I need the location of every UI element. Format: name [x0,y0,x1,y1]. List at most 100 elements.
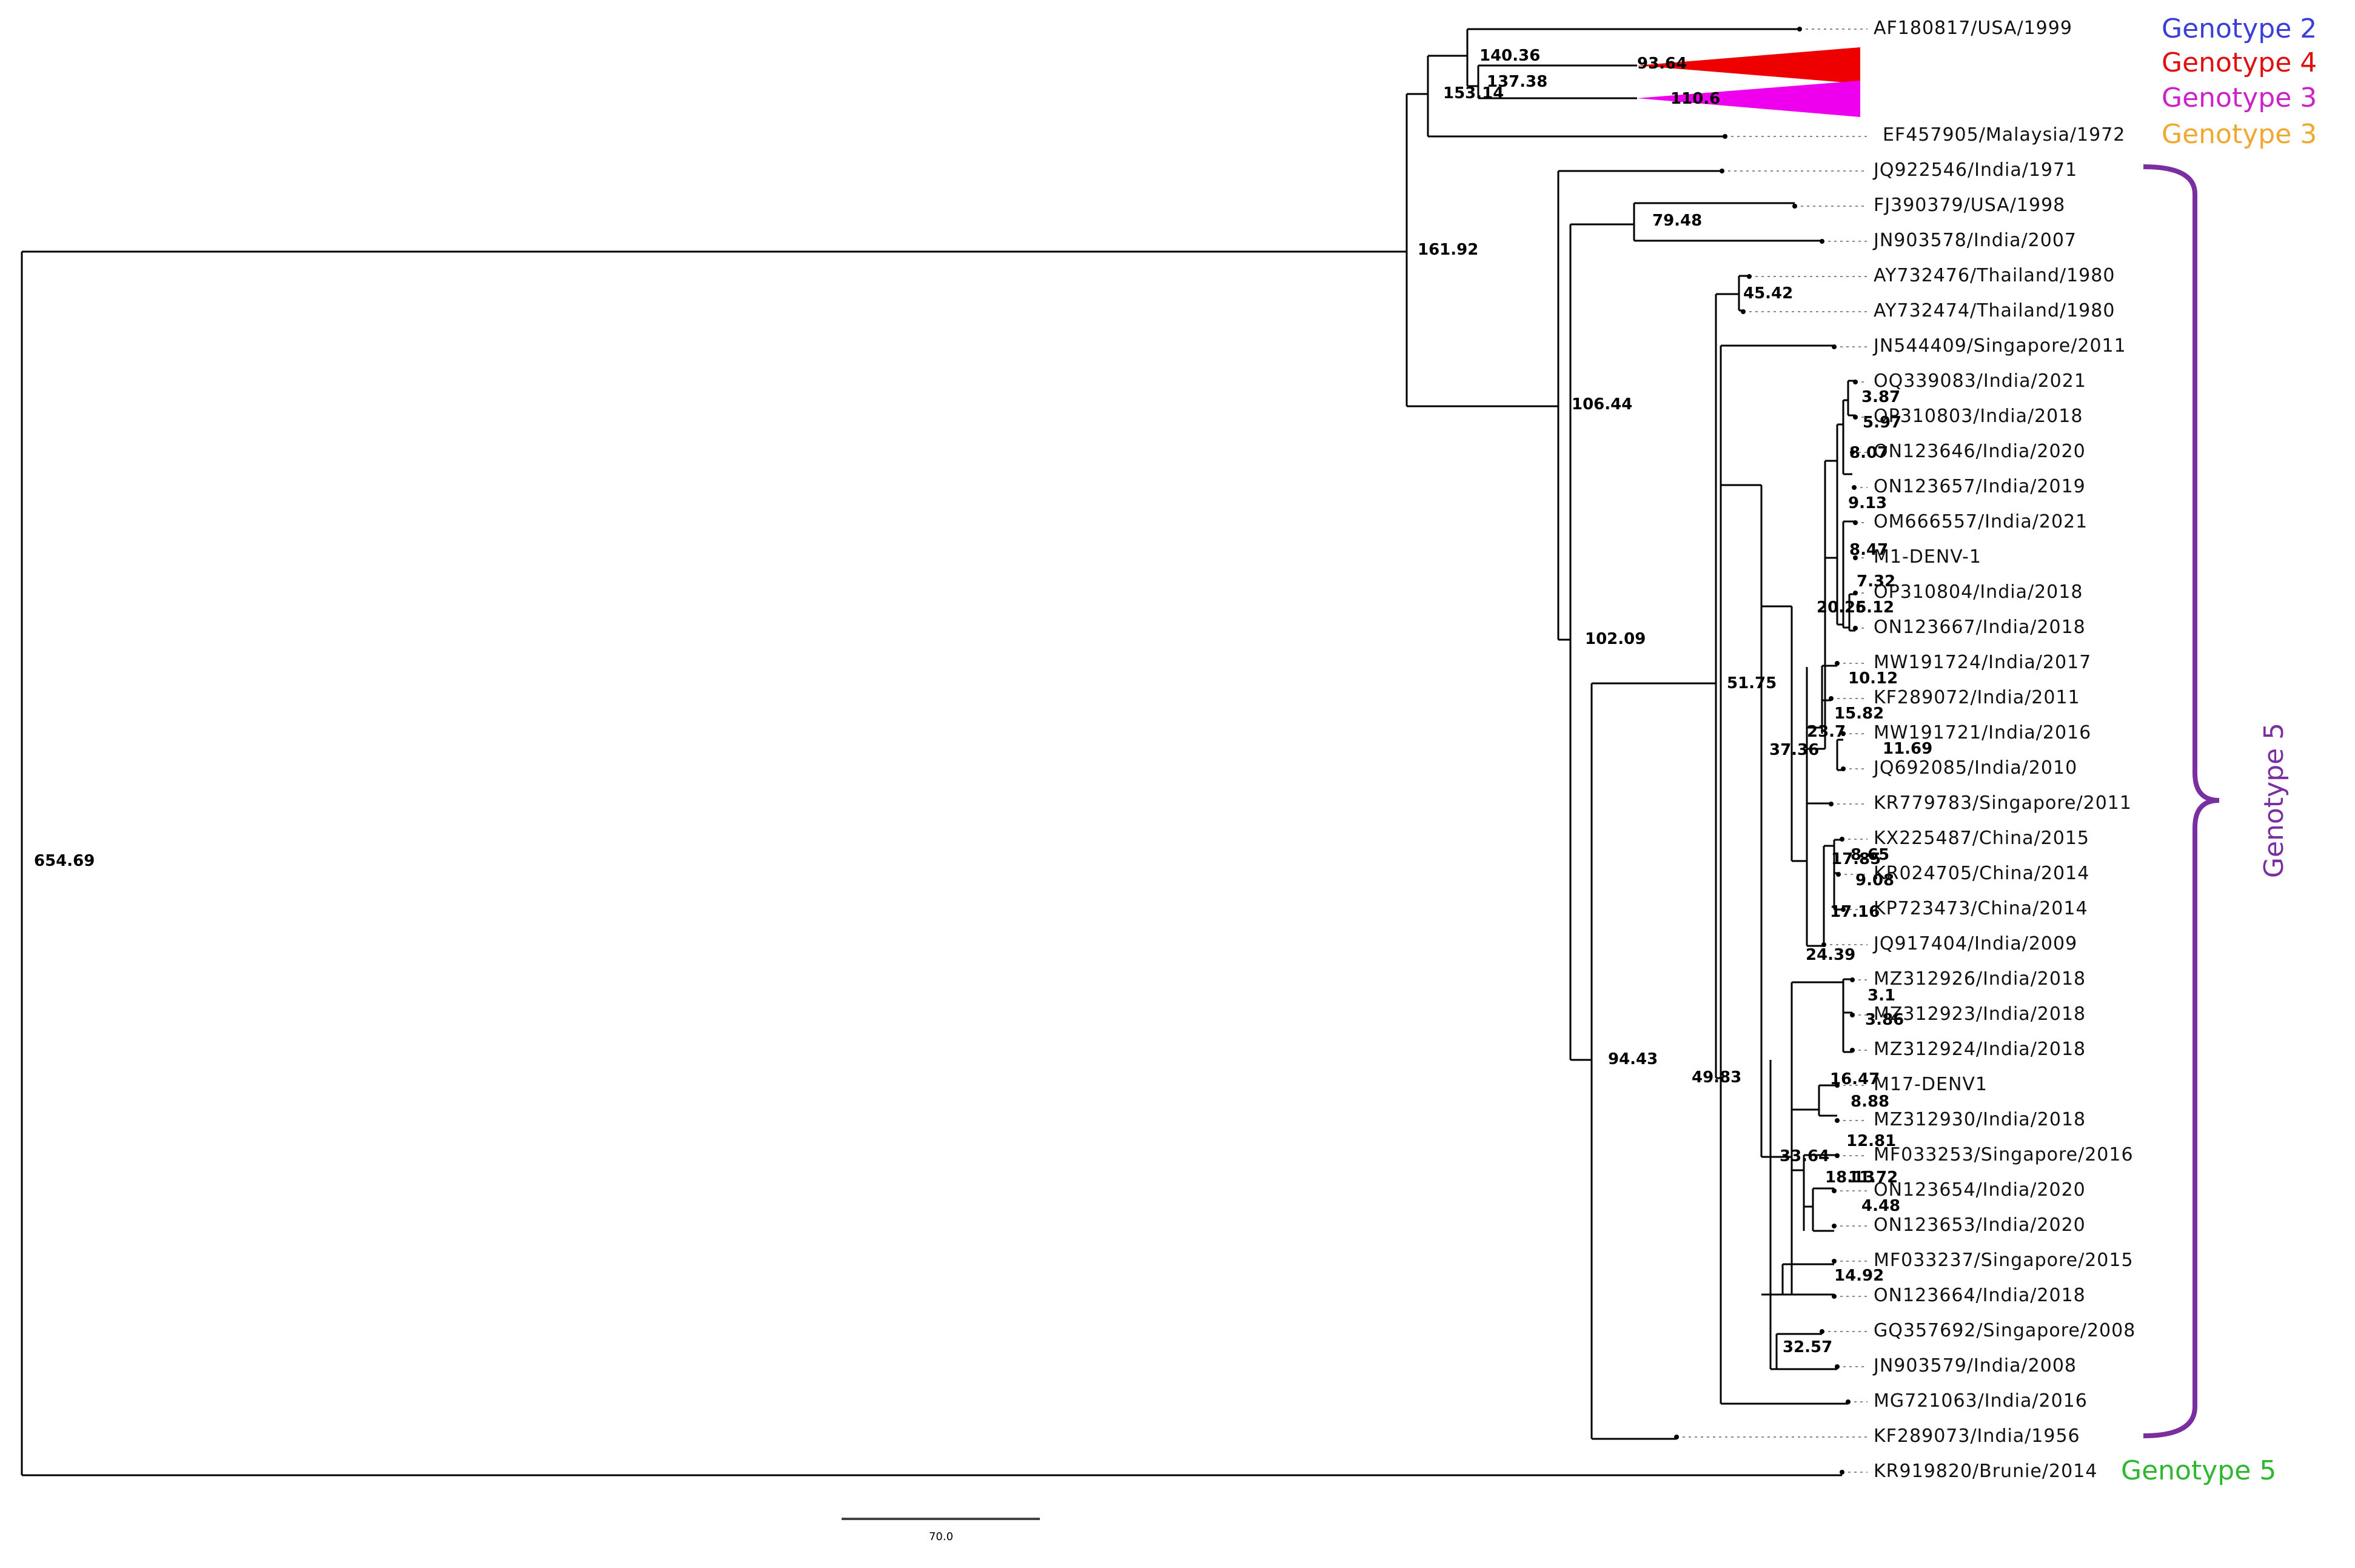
support-value: 3.86 [1865,1011,1904,1029]
genotype-label: Genotype 4 [2162,47,2317,78]
tip-dot [1853,591,1858,595]
support-value: 12.81 [1846,1132,1896,1150]
tip-dot [1835,1364,1840,1369]
tip-dot [1840,1470,1844,1475]
genotype-label: Genotype 3 [2162,82,2317,113]
tip-dot [1853,520,1858,525]
support-value: 9.13 [1848,494,1887,512]
support-value: 17.85 [1831,850,1881,868]
taxon-label: OM666557/India/2021 [1874,511,2088,532]
tree-branches [21,28,1855,1476]
support-value: 33.64 [1780,1147,1829,1165]
support-value: 3.87 [1861,388,1900,406]
taxon-label: JN903579/India/2008 [1872,1355,2077,1376]
scale-bar: 70.0 [842,1518,1040,1543]
support-value: 9.08 [1855,871,1894,890]
support-value: 140.36 [1479,47,1540,65]
tip-dot [1674,1435,1679,1439]
taxon-label: M17-DENV1 [1874,1074,1988,1095]
support-value: 11.69 [1883,740,1932,758]
support-value: 17.16 [1830,903,1880,921]
taxon-label: JQ917404/India/2009 [1872,933,2077,954]
taxon-label: JQ922546/India/1971 [1872,159,2077,181]
support-value: 20.25 [1817,598,1866,617]
taxon-label: ON123653/India/2020 [1874,1215,2086,1236]
support-value: 14.92 [1834,1267,1884,1285]
support-value: 49.83 [1692,1068,1741,1087]
taxon-label: MW191724/India/2017 [1874,652,2091,673]
tip-dot [1723,134,1727,139]
support-value: 106.44 [1572,395,1632,414]
tip-dot [1846,1399,1851,1404]
tip-dot [1853,555,1858,560]
tip-dot [1832,344,1837,349]
support-value: 51.75 [1727,674,1777,692]
support-value: 10.12 [1848,669,1898,688]
taxon-label: ON123664/India/2018 [1874,1285,2086,1306]
taxon-label: KR779783/Singapore/2011 [1874,792,2132,814]
tip-dot [1835,661,1840,666]
taxon-label: OP310803/India/2018 [1874,406,2083,427]
support-value: 6.12 [1855,598,1894,617]
taxon-label: MF033237/Singapore/2015 [1874,1250,2134,1271]
support-value: 32.57 [1783,1338,1832,1356]
clade-bracket-label: Genotype 5 [2259,723,2290,878]
tip-dot [1841,731,1846,736]
tip-dot [1840,837,1844,842]
tip-dot [1852,485,1857,490]
tip-dot [1741,309,1746,314]
taxon-label: KF289072/India/2011 [1874,687,2080,708]
taxon-label: FJ390379/USA/1998 [1874,195,2065,216]
tip-dot [1797,27,1802,32]
tip-dot [1850,450,1855,455]
support-value: 153.14 [1443,84,1504,102]
taxon-label: M1-DENV-1 [1874,546,1981,568]
taxon-label: JN544409/Singapore/2011 [1872,335,2126,357]
taxon-label: KF289073/India/1956 [1874,1426,2080,1447]
taxon-labels: AF180817/USA/1999 EF457905/Malaysia/1972… [1872,18,2136,1482]
tip-dot [1832,1224,1837,1228]
tip-dot [1832,1259,1837,1264]
support-value: 11.72 [1848,1168,1898,1187]
tip-dot [1835,1118,1840,1123]
taxon-label: MG721063/India/2016 [1874,1390,2088,1412]
tip-dot [1835,1083,1840,1088]
collapsed-clades [1637,47,1860,117]
taxon-label: JQ692085/India/2010 [1872,757,2077,779]
taxon-label: AF180817/USA/1999 [1874,18,2072,39]
tip-dot [1821,942,1826,947]
tip-dot [1829,802,1834,806]
taxon-label: MW191721/India/2016 [1874,722,2091,743]
tip-dot [1853,380,1858,384]
tip-dot [1820,1329,1824,1334]
tip-dot [1841,766,1846,771]
taxon-label: ON123646/India/2020 [1874,441,2086,462]
support-value: 7.32 [1857,572,1895,591]
genotype-4-clade [1637,47,1860,84]
support-value: 18.13 [1825,1168,1875,1187]
genotype-3-clade [1637,81,1860,117]
taxon-label: GQ357692/Singapore/2008 [1874,1320,2136,1341]
clade-bracket-shape [2143,164,2220,1438]
taxon-label: MZ312930/India/2018 [1874,1109,2086,1130]
support-value: 4.48 [1861,1197,1900,1215]
scale-bar-label: 70.0 [929,1530,953,1543]
support-value: 24.39 [1806,946,1855,964]
support-value: 654.69 [34,852,95,870]
taxon-label: MZ312926/India/2018 [1874,968,2086,990]
support-value: 94.43 [1608,1050,1658,1068]
tip-dot [1850,977,1855,982]
support-value: 110.6 [1670,90,1720,108]
clade-bracket: Genotype 5 [2143,164,2290,1438]
taxon-label: ON123654/India/2020 [1874,1179,2086,1201]
taxon-label: KP723473/China/2014 [1874,898,2088,919]
taxon-label: ON123657/India/2019 [1874,476,2086,497]
support-value: 102.09 [1585,630,1646,648]
taxon-label: MZ312923/India/2018 [1874,1003,2086,1025]
taxon-label: MZ312924/India/2018 [1874,1039,2086,1060]
taxon-label: EF457905/Malaysia/1972 [1883,124,2125,146]
taxon-leader-lines [1674,27,1868,1475]
tip-dot [1853,626,1858,631]
tip-dot [1747,274,1752,279]
